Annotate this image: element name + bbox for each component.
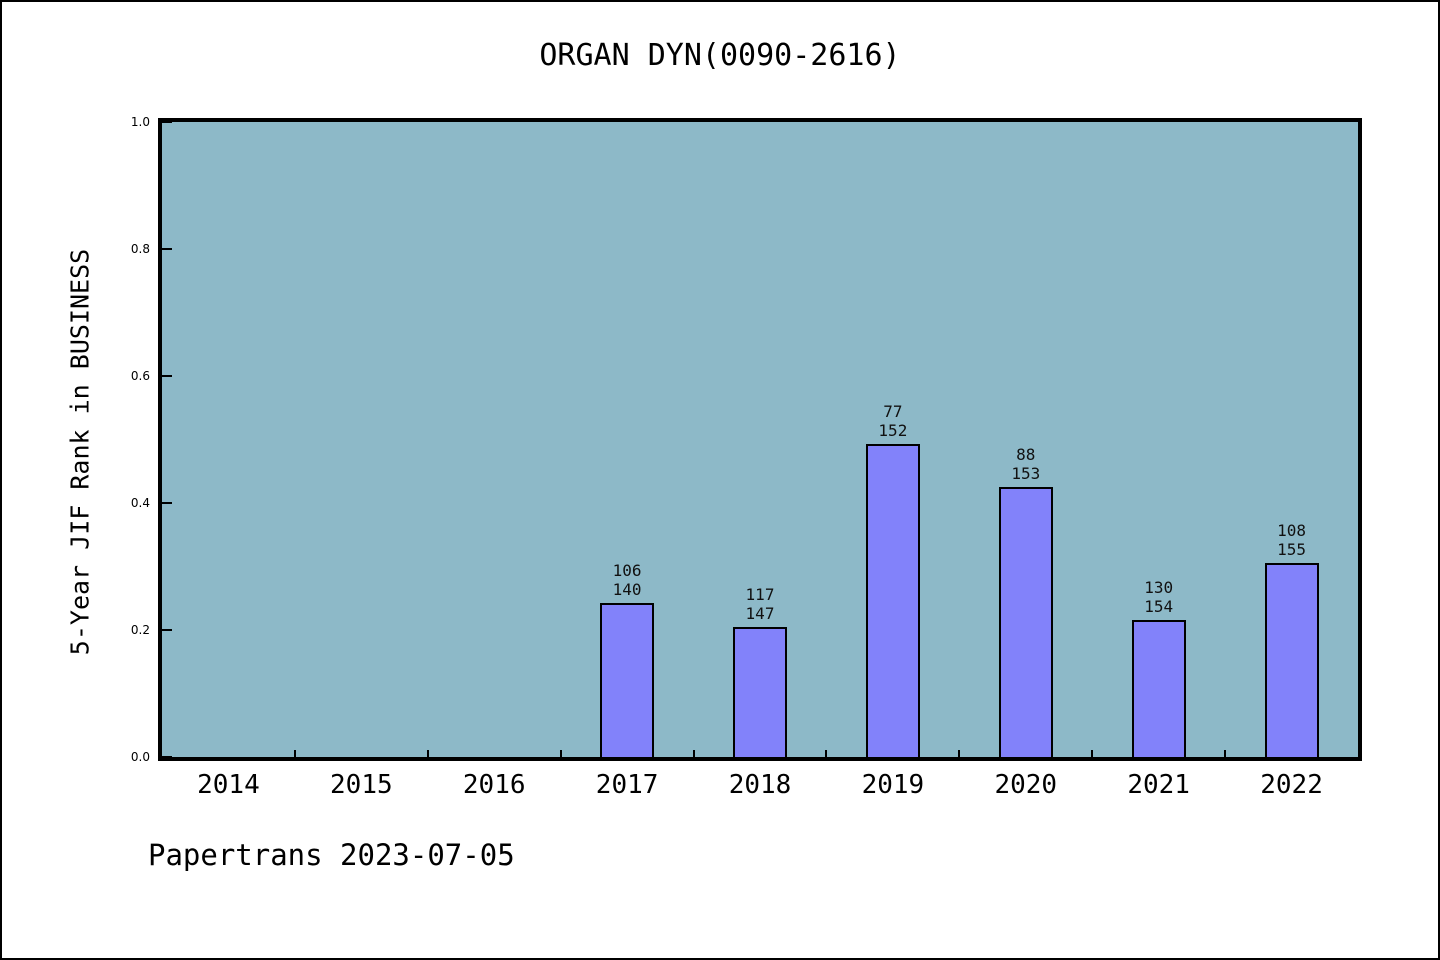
bar-2020 <box>998 487 1053 757</box>
bar-total-value: 154 <box>1144 596 1174 616</box>
y-tick-label: 0.0 <box>130 750 150 764</box>
y-tick-label: 0.8 <box>130 242 150 256</box>
bar-label-2017: 106 140 <box>567 561 687 599</box>
x-tick-label-2016: 2016 <box>462 770 526 800</box>
x-tick-label-2018: 2018 <box>728 770 792 800</box>
bar-2018 <box>733 626 787 757</box>
x-tick-label-2022: 2022 <box>1260 770 1323 800</box>
footer-note: Papertrans 2023-07-05 <box>148 838 515 872</box>
x-tick-label-2014: 2014 <box>197 770 260 800</box>
bar-rank-value: 130 <box>1144 577 1174 597</box>
y-axis-tick <box>162 122 172 123</box>
x-tick-label-2015: 2015 <box>330 770 393 800</box>
y-axis-label: 5-Year JIF Rank in BUSINESS <box>65 248 95 656</box>
bar-label-2019: 77 152 <box>833 402 953 440</box>
x-axis-tick <box>825 750 828 757</box>
bar-2022 <box>1264 563 1319 757</box>
plot-area: 106 140 117 147 77 152 88 153 130 154 108 155 <box>158 118 1362 761</box>
y-tick-label: 1.0 <box>130 115 150 129</box>
x-axis-tick <box>692 750 695 757</box>
y-tick-label: 0.6 <box>130 369 150 383</box>
y-axis-tick <box>162 502 172 504</box>
bar-label-2021: 130 154 <box>1099 578 1219 616</box>
chart-title: ORGAN DYN(0090-2616) <box>539 38 901 73</box>
y-axis-tick <box>162 756 172 757</box>
x-tick-label-2020: 2020 <box>994 770 1058 800</box>
x-axis-tick <box>293 750 296 757</box>
bar-2021 <box>1131 619 1186 757</box>
bar-rank-value: 108 <box>1277 521 1306 541</box>
bar-total-value: 155 <box>1277 540 1306 560</box>
x-tick-label-2021: 2021 <box>1127 770 1190 800</box>
bar-total-value: 140 <box>612 579 642 599</box>
x-axis-tick <box>426 750 429 757</box>
x-axis-tick <box>958 750 961 757</box>
bar-label-2022: 108 155 <box>1232 521 1352 559</box>
bar-total-value: 147 <box>745 603 775 623</box>
x-axis-tick <box>559 750 562 757</box>
x-tick-label-2019: 2019 <box>861 770 925 800</box>
x-axis-tick <box>1224 750 1227 757</box>
x-tick-label-2017: 2017 <box>595 770 659 800</box>
y-axis-tick <box>162 629 172 631</box>
y-tick-label: 0.2 <box>130 623 150 637</box>
x-axis-tick <box>1091 750 1094 757</box>
y-tick-label: 0.4 <box>130 496 150 510</box>
bar-label-2020: 88 153 <box>966 445 1086 483</box>
bar-label-2018: 117 147 <box>700 585 820 623</box>
bar-rank-value: 117 <box>745 584 775 604</box>
bar-rank-value: 106 <box>612 560 642 580</box>
bar-rank-value: 88 <box>1016 445 1036 465</box>
bar-rank-value: 77 <box>883 401 903 421</box>
y-axis-tick <box>162 375 172 377</box>
bar-2017 <box>600 602 655 757</box>
bar-total-value: 152 <box>878 420 908 440</box>
bar-2019 <box>865 443 920 757</box>
bar-total-value: 153 <box>1011 464 1041 484</box>
y-axis-tick <box>162 248 172 250</box>
